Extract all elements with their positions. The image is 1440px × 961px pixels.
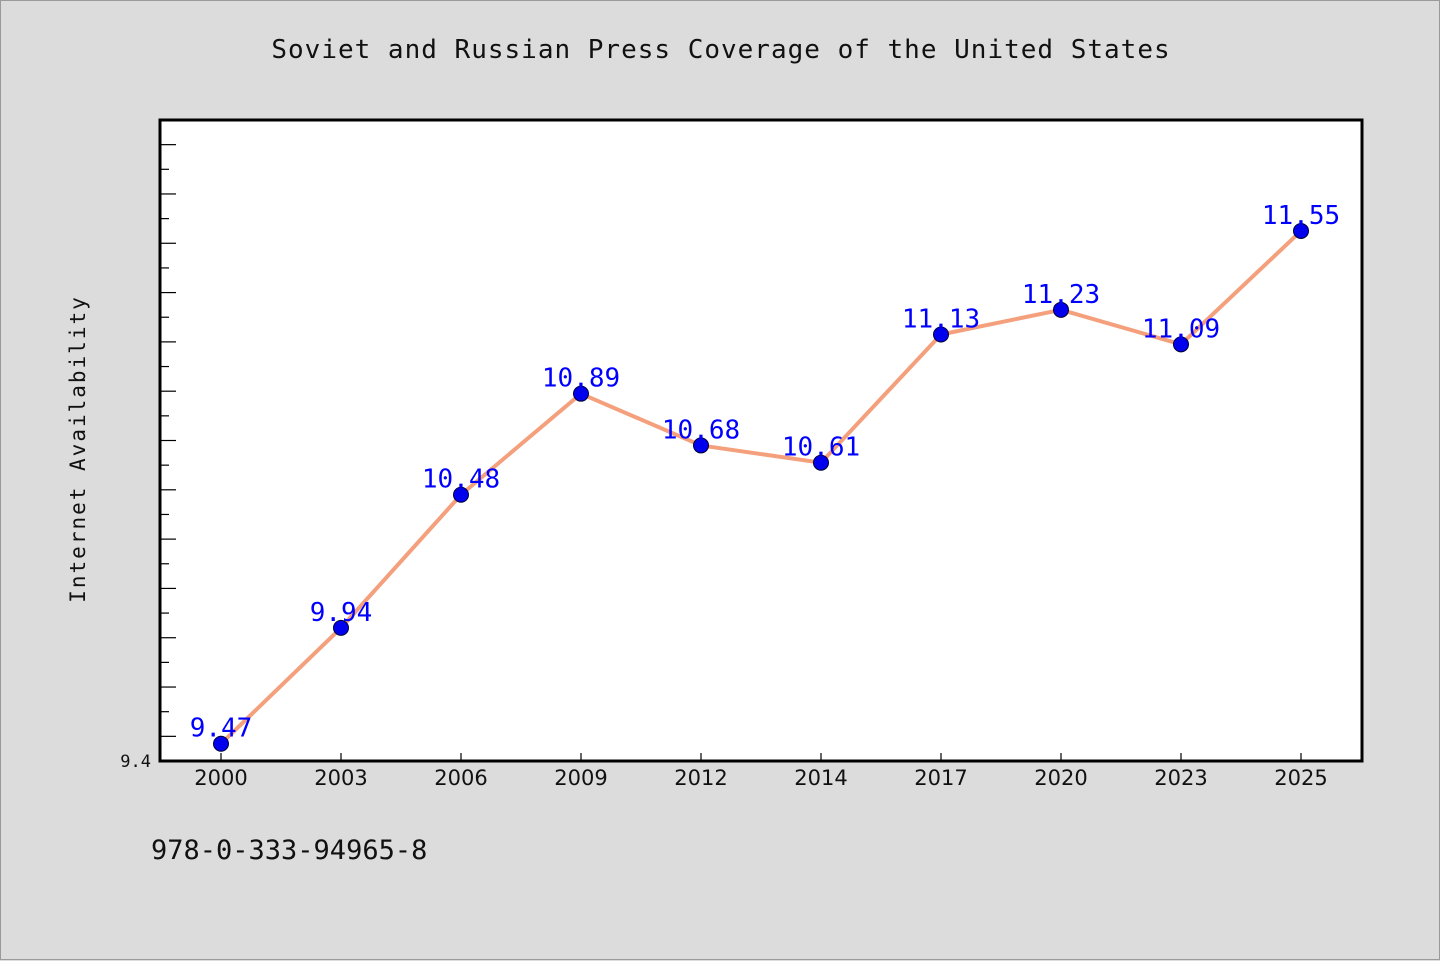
- x-tick-label-2014: 2014: [794, 766, 847, 790]
- x-tick-label-2025: 2025: [1274, 766, 1327, 790]
- data-point-2020: [1053, 301, 1069, 318]
- isbn-footnote: 978-0-333-94965-8: [151, 835, 428, 866]
- x-tick-label-2023: 2023: [1154, 766, 1207, 790]
- data-label-2009: 10.89: [542, 364, 620, 394]
- x-axis-ticks: 2000 2003 2006 2009 2012 2014 2017 2020 2023 2025: [194, 753, 1328, 790]
- x-tick-label-2017: 2017: [914, 766, 967, 790]
- x-tick-label-2020: 2020: [1034, 766, 1087, 790]
- data-point-2017: [933, 326, 949, 343]
- data-label-2012: 10.68: [662, 415, 740, 445]
- data-point-2012: [693, 437, 709, 454]
- data-point-2025: [1293, 222, 1309, 239]
- data-label-2023: 11.09: [1142, 314, 1220, 344]
- x-tick-label-2000: 2000: [194, 766, 247, 790]
- data-point-2006: [453, 486, 469, 503]
- data-label-2000: 9.47: [190, 714, 253, 744]
- data-label-2003: 9.94: [310, 598, 373, 628]
- data-label-2020: 11.23: [1022, 280, 1100, 310]
- data-point-2000: [213, 735, 229, 752]
- x-tick-label-2012: 2012: [674, 766, 727, 790]
- data-label-2017: 11.13: [902, 304, 980, 334]
- y-axis-ticks: 9.4: [120, 144, 176, 772]
- data-label-2014: 10.61: [782, 433, 860, 463]
- data-point-2014: [813, 454, 829, 471]
- chart-title: Soviet and Russian Press Coverage of the…: [271, 35, 1171, 65]
- data-point-2009: [573, 385, 589, 402]
- data-point-2023: [1173, 336, 1189, 353]
- y-tick-label: 9.4: [120, 752, 151, 772]
- x-tick-label-2006: 2006: [434, 766, 487, 790]
- x-tick-label-2003: 2003: [314, 766, 367, 790]
- plot-area: [158, 118, 1364, 763]
- x-tick-label-2009: 2009: [554, 766, 607, 790]
- series-line: [219, 228, 1303, 746]
- series-group: 9.47 9.94 10.48 10.89 10.68 10.61 11.13 11.23 11…: [190, 201, 1340, 752]
- data-point-2003: [333, 619, 349, 636]
- data-label-2006: 10.48: [422, 465, 500, 495]
- data-label-2025: 11.55: [1262, 201, 1340, 231]
